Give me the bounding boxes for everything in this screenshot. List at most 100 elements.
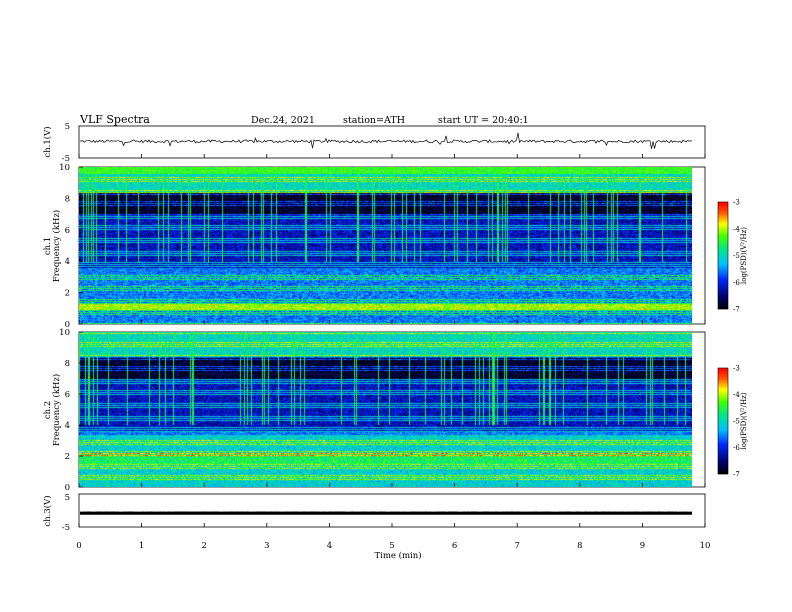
colorbar-segment	[718, 402, 728, 404]
colorbar-segment	[718, 289, 728, 291]
time-axis-label: Time (min)	[374, 550, 421, 561]
colorbar-segment	[718, 427, 728, 429]
colorbar-segment	[718, 424, 728, 426]
colorbar-segment	[718, 447, 728, 449]
colorbar-segment	[718, 375, 728, 377]
colorbar-segment	[718, 440, 728, 442]
colorbar-segment	[718, 267, 728, 269]
colorbar-frame	[717, 367, 729, 475]
colorbar-segment	[718, 300, 728, 302]
colorbar-segment	[718, 286, 728, 288]
ytick-label: 6	[65, 226, 70, 236]
ch2-spec-ylabel: Frequency (kHz)	[51, 374, 62, 446]
colorbar-segment	[718, 432, 728, 434]
colorbar-segment	[718, 205, 728, 207]
colorbar-segment	[718, 395, 728, 397]
colorbar-tick-label: -7	[733, 471, 740, 479]
colorbar-segment	[718, 405, 728, 407]
colorbar-segment	[718, 251, 728, 253]
colorbar-segment	[718, 454, 728, 456]
colorbar-segment	[718, 217, 728, 219]
colorbar-segment	[718, 202, 728, 204]
colorbar-segment	[718, 406, 728, 408]
colorbar-segment	[718, 452, 728, 454]
colorbar-segment	[718, 232, 728, 234]
colorbar-segment	[718, 248, 728, 250]
colorbar-segment	[718, 461, 728, 463]
colorbar-segment	[718, 209, 728, 211]
colorbar-segment	[718, 404, 728, 406]
colorbar-segment	[718, 391, 728, 393]
colorbar-segment	[718, 288, 728, 290]
colorbar-segment	[718, 380, 728, 382]
colorbar-segment	[718, 394, 728, 396]
colorbar-segment	[718, 214, 728, 216]
colorbar-segment	[718, 259, 728, 261]
colorbar-segment	[718, 235, 728, 237]
start-time-label: start UT = 20:40:1	[438, 115, 529, 126]
colorbar-segment	[718, 376, 728, 378]
ytick-label: 4	[65, 421, 70, 431]
colorbar-segment	[718, 377, 728, 379]
colorbar-segment	[718, 277, 728, 279]
colorbar-segment	[718, 213, 728, 215]
colorbar-segment	[718, 460, 728, 462]
ch1-spectrogram-image	[79, 167, 692, 324]
ch2-spectrogram-image	[79, 332, 692, 487]
colorbar-segment	[718, 258, 728, 260]
colorbar-segment	[718, 241, 728, 243]
colorbar-segment	[718, 384, 728, 386]
colorbar-segment	[718, 308, 728, 310]
colorbar-segment	[718, 279, 728, 281]
ch1-waveform-line	[79, 132, 692, 149]
colorbar-segment	[718, 298, 728, 300]
colorbar-segment	[718, 421, 728, 423]
colorbar-segment	[718, 215, 728, 217]
colorbar-segment	[718, 250, 728, 252]
colorbar-segment	[718, 240, 728, 242]
colorbar-segment	[718, 242, 728, 244]
xtick-label: 8	[577, 541, 582, 551]
xtick-label: 7	[514, 541, 519, 551]
colorbar-segment	[718, 464, 728, 466]
colorbar-segment	[718, 284, 728, 286]
colorbar-segment	[718, 443, 728, 445]
xtick-label: 0	[76, 541, 81, 551]
ch2-spec-channel-label: ch.2	[43, 401, 53, 419]
ytick-label: 4	[65, 257, 70, 267]
colorbar-segment	[718, 411, 728, 413]
colorbar-segment	[718, 273, 728, 275]
colorbar-segment	[718, 245, 728, 247]
figure-title: VLF Spectra	[79, 113, 150, 126]
colorbar-segment	[718, 467, 728, 469]
colorbar-tick-label: -6	[733, 444, 740, 452]
colorbar-tick-label: -4	[733, 391, 740, 399]
colorbar-segment	[718, 305, 728, 307]
xtick-label: 3	[264, 541, 269, 551]
colorbar-segment	[718, 294, 728, 296]
colorbar-segment	[718, 379, 728, 381]
colorbar-segment	[718, 426, 728, 428]
ch1-waveform-frame	[78, 125, 706, 159]
colorbar-segment	[718, 210, 728, 212]
ytick-label: 10	[59, 328, 70, 338]
colorbar-segment	[718, 389, 728, 391]
colorbar-segment	[718, 403, 728, 405]
colorbar-segment	[718, 230, 728, 232]
ytick-label: 2	[65, 452, 70, 462]
colorbar-segment	[718, 407, 728, 409]
colorbar-segment	[718, 428, 728, 430]
colorbar-segment	[718, 228, 728, 230]
colorbar-segment	[718, 448, 728, 450]
colorbar-segment	[718, 254, 728, 256]
colorbar-segment	[718, 419, 728, 421]
colorbar-segment	[718, 306, 728, 308]
colorbar-segment	[718, 224, 728, 226]
colorbar-segment	[718, 260, 728, 262]
colorbar-segment	[718, 253, 728, 255]
colorbar-segment	[718, 401, 728, 403]
colorbar-segment	[718, 290, 728, 292]
colorbar-segment	[718, 444, 728, 446]
colorbar-segment	[718, 472, 728, 474]
colorbar-segment	[718, 449, 728, 451]
